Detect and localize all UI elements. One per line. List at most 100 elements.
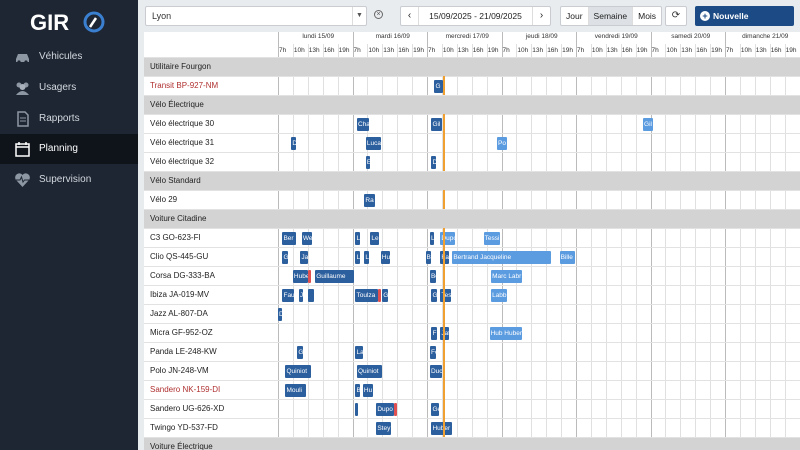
vehicle-label[interactable]: Panda LE-248-KW: [150, 347, 217, 356]
reservation-block[interactable]: D: [278, 308, 283, 321]
reservation-block[interactable]: Bertrand Jacqueline: [452, 251, 551, 264]
reservation-block[interactable]: We: [301, 232, 313, 245]
vehicle-label[interactable]: Sandero UG-626-XD: [150, 404, 225, 413]
vehicle-row[interactable]: Micra GF-952-OZ F Jat Hub Hubert: [144, 323, 800, 342]
vehicle-row[interactable]: Jazz AL-807-DA D: [144, 304, 800, 323]
reservation-block[interactable]: Gil: [643, 118, 654, 131]
vehicle-label[interactable]: Vélo électrique 30: [150, 119, 215, 128]
reservation-block[interactable]: Tessi: [483, 232, 500, 245]
vehicle-label[interactable]: Twingo YD-537-FD: [150, 423, 218, 432]
reservation-block[interactable]: Labb: [491, 289, 508, 302]
vehicle-row[interactable]: Corsa DG-333-BA Hube Guillaume Be Marc Labr: [144, 266, 800, 285]
reservation-block[interactable]: F: [431, 327, 438, 340]
chevron-down-icon[interactable]: ▼: [352, 7, 366, 25]
reservation-block[interactable]: Toulza: [355, 289, 378, 302]
refresh-button[interactable]: ⟳: [665, 6, 687, 26]
new-reservation-button[interactable]: + Nouvelle réservation: [695, 6, 794, 41]
vehicle-label[interactable]: Micra GF-952-OZ: [150, 328, 213, 337]
vehicle-label[interactable]: Polo JN-248-VM: [150, 366, 209, 375]
sidebar-item-supervision[interactable]: Supervision: [0, 165, 138, 195]
vehicle-label[interactable]: Vélo 29: [150, 195, 178, 204]
reservation-block[interactable]: Quiniot: [356, 365, 383, 378]
gir-logo-icon[interactable]: GIR: [30, 9, 110, 35]
reservation-block[interactable]: Ja: [300, 251, 308, 264]
reservation-block[interactable]: [355, 403, 359, 416]
sidebar-item-vhicules[interactable]: Véhicules: [0, 42, 138, 72]
reservation-block[interactable]: L: [355, 251, 360, 264]
clear-icon[interactable]: ×: [374, 10, 383, 19]
reservation-block[interactable]: J: [298, 289, 304, 302]
reservation-block[interactable]: Gil: [431, 118, 442, 131]
reservation-block[interactable]: B: [355, 384, 360, 397]
reservation-block[interactable]: Guillaume: [315, 270, 354, 283]
reservation-block[interactable]: Be: [429, 270, 436, 283]
reservation-block[interactable]: Mouli: [285, 384, 307, 397]
vehicle-label[interactable]: C3 GO-623-FI: [150, 233, 201, 242]
reservation-block[interactable]: G: [431, 289, 438, 302]
reservation-block[interactable]: Luca: [365, 137, 381, 150]
vehicle-row[interactable]: Vélo électrique 32 E D: [144, 152, 800, 171]
reservation-block[interactable]: Bille: [559, 251, 575, 264]
vehicle-row[interactable]: Vélo électrique 30 Cha Gil Gil: [144, 114, 800, 133]
view-month-button[interactable]: Mois: [638, 11, 657, 21]
reservation-block[interactable]: B: [425, 251, 432, 264]
reservation-block[interactable]: E: [365, 156, 371, 169]
reservation-block[interactable]: Fau: [282, 289, 295, 302]
next-week-button[interactable]: ›: [532, 7, 550, 25]
reservation-block[interactable]: Po: [497, 137, 508, 150]
reservation-block[interactable]: L: [355, 232, 360, 245]
reservation-block[interactable]: D: [431, 156, 436, 169]
vehicle-label[interactable]: Clio QS-445-GU: [150, 252, 209, 261]
sidebar-item-planning[interactable]: Planning: [0, 134, 138, 164]
reservation-block[interactable]: Ra: [364, 194, 375, 207]
reservation-block[interactable]: Ber: [282, 232, 296, 245]
reservation-block[interactable]: Dupo: [376, 403, 395, 416]
reservation-block[interactable]: G: [282, 251, 289, 264]
vehicle-row[interactable]: Sandero UG-626-XD Dupo Ge: [144, 399, 800, 418]
reservation-block[interactable]: [394, 403, 398, 416]
vehicle-label[interactable]: Corsa DG-333-BA: [150, 271, 215, 280]
vehicle-row[interactable]: Polo JN-248-VM Quiniot Quiniot Duc: [144, 361, 800, 380]
reservation-block[interactable]: Duc: [429, 365, 442, 378]
reservation-block[interactable]: La: [355, 346, 363, 359]
reservation-block[interactable]: L: [364, 251, 369, 264]
vehicle-label[interactable]: Vélo électrique 32: [150, 157, 215, 166]
vehicle-row[interactable]: Panda LE-248-KW G La Fo: [144, 342, 800, 361]
reservation-block[interactable]: Hu: [380, 251, 390, 264]
reservation-block[interactable]: Marc Labr: [491, 270, 523, 283]
reservation-block[interactable]: Hube: [292, 270, 308, 283]
vehicle-row[interactable]: C3 GO-623-FI Ber We L Le L Dupo Tessi: [144, 228, 800, 247]
reservation-block[interactable]: Cha: [356, 118, 369, 131]
reservation-block[interactable]: [307, 289, 314, 302]
reservation-block[interactable]: Hub Hubert: [489, 327, 523, 340]
reservation-block[interactable]: [377, 289, 381, 302]
reservation-block[interactable]: G: [297, 346, 304, 359]
vehicle-row[interactable]: Transit BP-927-NM G: [144, 76, 800, 95]
vehicle-row[interactable]: Ibiza JA-019-MV Fau J Toulza G G Tes Labb: [144, 285, 800, 304]
view-day-button[interactable]: Jour: [561, 7, 589, 25]
vehicle-row[interactable]: Sandero NK-159-DI Mouli B Hu: [144, 380, 800, 399]
reservation-block[interactable]: [307, 270, 311, 283]
vehicle-row[interactable]: Twingo YD-537-FD Stey Huber: [144, 418, 800, 437]
reservation-block[interactable]: D: [291, 137, 296, 150]
city-select[interactable]: Lyon ▼: [145, 6, 367, 26]
reservation-block[interactable]: Le: [370, 232, 380, 245]
previous-week-button[interactable]: ‹: [401, 7, 419, 25]
reservation-block[interactable]: Huber: [431, 422, 453, 435]
reservation-block[interactable]: G: [434, 80, 444, 93]
vehicle-label[interactable]: Ibiza JA-019-MV: [150, 290, 210, 299]
sidebar-item-rapports[interactable]: Rapports: [0, 104, 138, 134]
vehicle-label[interactable]: Jazz AL-807-DA: [150, 309, 208, 318]
reservation-block[interactable]: Stey: [376, 422, 392, 435]
reservation-block[interactable]: Fo: [429, 346, 436, 359]
vehicle-row[interactable]: Vélo électrique 31 D Luca Po: [144, 133, 800, 152]
vehicle-label[interactable]: Sandero NK-159-DI: [150, 385, 221, 394]
reservation-block[interactable]: Hu: [362, 384, 374, 397]
reservation-block[interactable]: L: [429, 232, 435, 245]
vehicle-row[interactable]: Vélo 29 Ra: [144, 190, 800, 209]
vehicle-label[interactable]: Transit BP-927-NM: [150, 81, 219, 90]
reservation-block[interactable]: Ge: [431, 403, 439, 416]
date-range-label[interactable]: 15/09/2025 - 21/09/2025: [429, 11, 522, 21]
view-week-button[interactable]: Semaine: [588, 7, 634, 25]
reservation-block[interactable]: Tes: [440, 289, 451, 302]
